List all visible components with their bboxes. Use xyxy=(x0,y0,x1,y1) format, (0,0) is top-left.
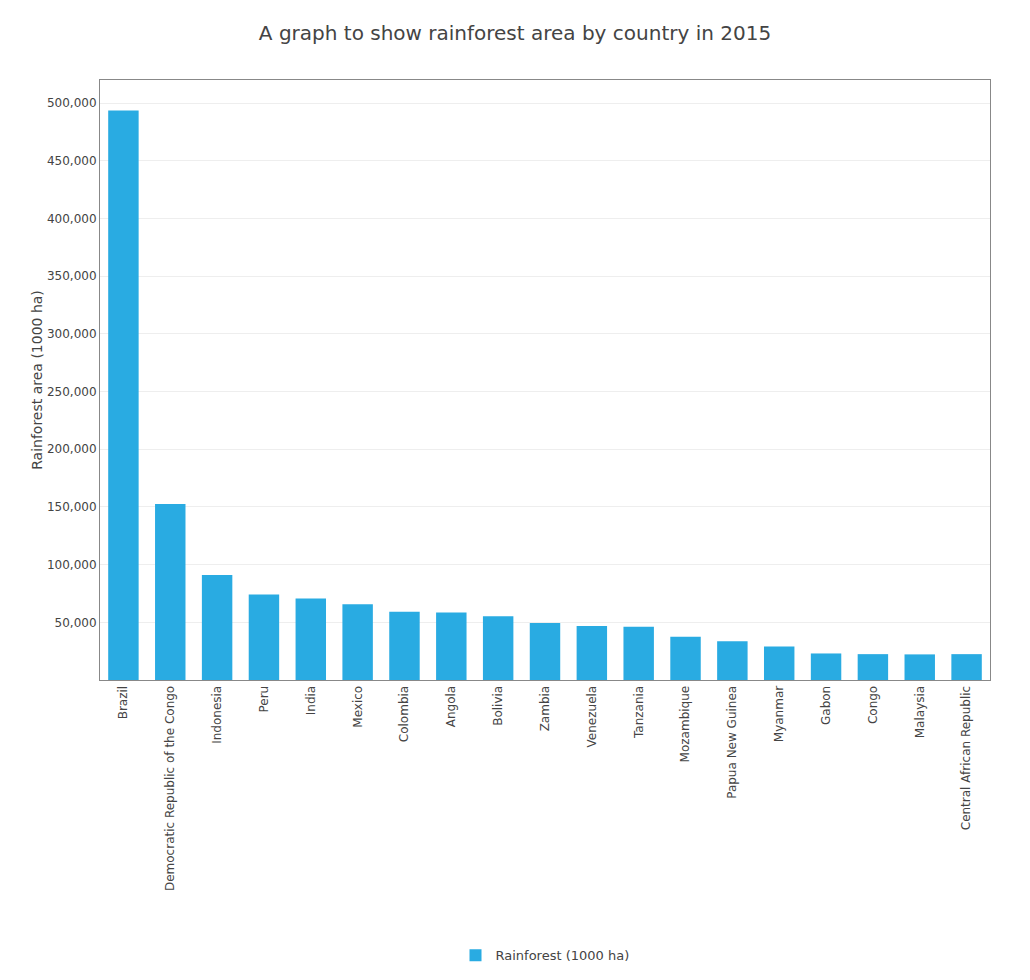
svg-text:500,000: 500,000 xyxy=(47,96,97,110)
svg-text:India: India xyxy=(304,686,318,715)
svg-text:Brazil: Brazil xyxy=(116,686,130,720)
svg-text:450,000: 450,000 xyxy=(47,154,97,168)
svg-text:Papua New Guinea: Papua New Guinea xyxy=(725,686,739,799)
svg-text:350,000: 350,000 xyxy=(47,269,97,283)
svg-text:Myanmar: Myanmar xyxy=(772,686,786,742)
svg-text:Colombia: Colombia xyxy=(397,686,411,742)
svg-text:Peru: Peru xyxy=(257,686,271,713)
svg-text:200,000: 200,000 xyxy=(47,442,97,456)
svg-text:Rainforest area (1000 ha): Rainforest area (1000 ha) xyxy=(29,290,45,470)
svg-text:Congo: Congo xyxy=(866,686,880,724)
svg-text:Venezuela: Venezuela xyxy=(585,686,599,748)
svg-text:100,000: 100,000 xyxy=(47,558,97,572)
svg-text:Central African Republic: Central African Republic xyxy=(959,686,973,830)
svg-text:300,000: 300,000 xyxy=(47,327,97,341)
svg-text:Malaysia: Malaysia xyxy=(913,686,927,738)
svg-text:Tanzania: Tanzania xyxy=(632,686,646,739)
svg-text:Zambia: Zambia xyxy=(538,686,552,732)
svg-text:250,000: 250,000 xyxy=(47,385,97,399)
svg-text:400,000: 400,000 xyxy=(47,212,97,226)
svg-text:50,000: 50,000 xyxy=(55,616,97,630)
svg-text:Gabon: Gabon xyxy=(819,686,833,725)
svg-text:Mexico: Mexico xyxy=(351,686,365,728)
svg-text:Indonesia: Indonesia xyxy=(210,686,224,744)
svg-text:A graph to show rainforest are: A graph to show rainforest area by count… xyxy=(259,21,771,45)
svg-text:150,000: 150,000 xyxy=(47,500,97,514)
svg-text:Bolivia: Bolivia xyxy=(491,686,505,726)
svg-text:Angola: Angola xyxy=(444,686,458,727)
svg-text:Democratic Republic of the Con: Democratic Republic of the Congo xyxy=(163,686,177,891)
svg-text:Mozambique: Mozambique xyxy=(678,686,692,763)
svg-text:Rainforest (1000 ha): Rainforest (1000 ha) xyxy=(496,948,630,963)
